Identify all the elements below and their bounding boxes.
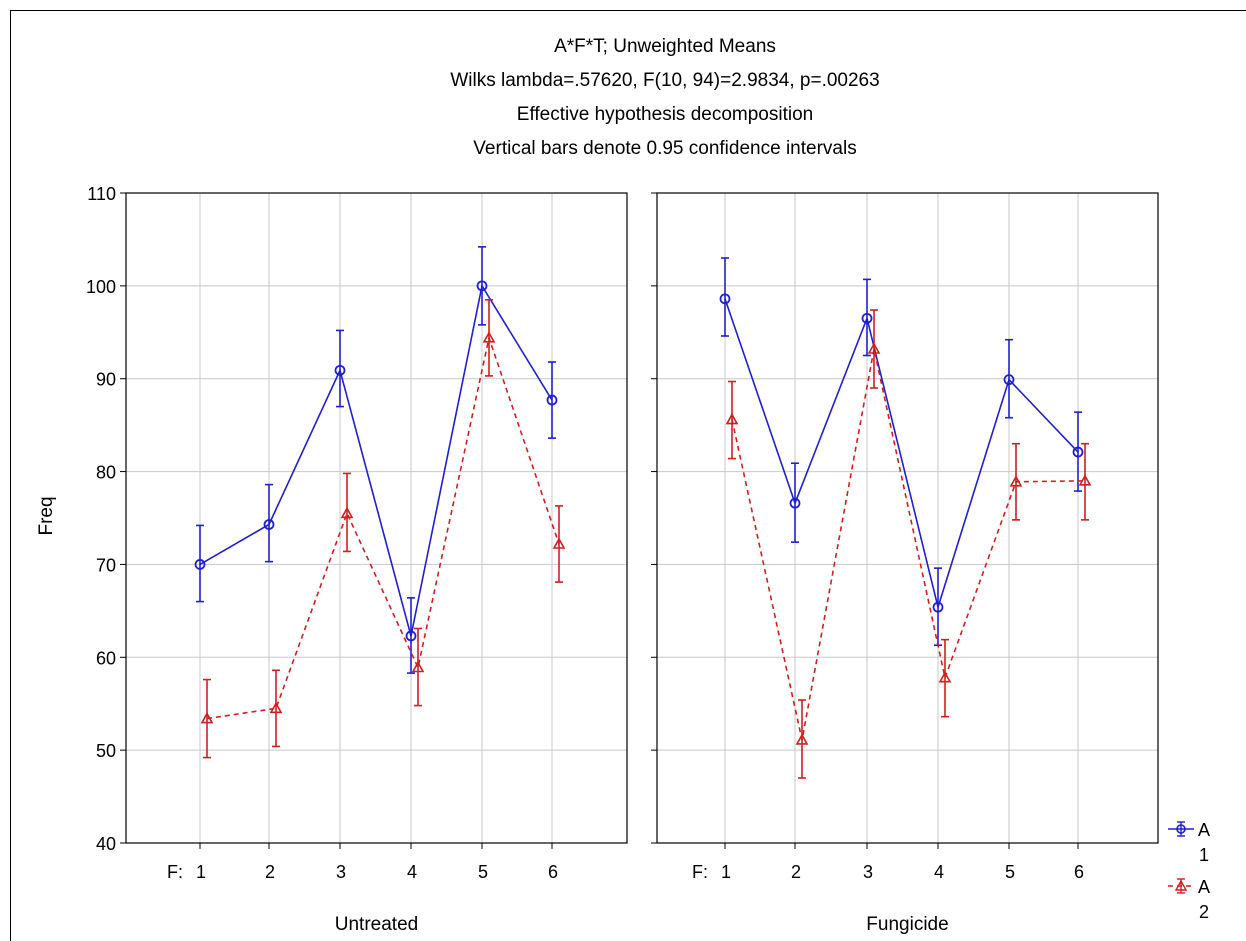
- x-tick-label: 3: [336, 862, 346, 882]
- panel-border: [656, 192, 1159, 844]
- panel-label: Fungicide: [866, 914, 948, 935]
- data-point: [269, 701, 283, 714]
- legend-entry-1: A1: [1168, 820, 1210, 865]
- data-point: [795, 733, 809, 745]
- data-point: [861, 312, 873, 324]
- data-point: [725, 412, 739, 425]
- title-line-1: A*F*T; Unweighted Means: [554, 36, 776, 57]
- data-point: [200, 711, 214, 724]
- series-2: [200, 298, 566, 759]
- legend-title: A: [1198, 877, 1210, 897]
- x-factor-label: F:: [692, 862, 708, 882]
- legend-marker: [1176, 824, 1186, 834]
- x-tick-label: 2: [265, 862, 275, 882]
- y-tick-label: 80: [96, 463, 116, 483]
- x-tick-label: 4: [934, 862, 944, 882]
- data-point: [411, 660, 425, 673]
- x-tick-label: 5: [478, 862, 488, 882]
- y-tick-label: 110: [87, 184, 116, 204]
- legend-marker: [1174, 879, 1188, 891]
- data-point: [1009, 475, 1023, 487]
- plot-area: 40 50 60 70 80 90 100 110 F: 1 2 3 4 5 6 Untreated F: 1 2 3…: [86, 184, 1159, 935]
- data-point: [867, 342, 881, 354]
- data-point: [334, 364, 346, 376]
- data-point: [194, 559, 206, 570]
- data-point: [932, 601, 944, 613]
- data-point: [405, 630, 417, 642]
- x-tick-label: 2: [791, 862, 801, 882]
- series-1: [194, 246, 558, 674]
- panel-fungicide: F: 1 2 3 4 5 6 Fungicide: [651, 192, 1159, 935]
- data-point: [789, 497, 801, 509]
- panel-border: [125, 192, 628, 844]
- y-tick-label: 60: [96, 648, 116, 668]
- y-tick-label: 70: [96, 555, 116, 575]
- y-tick-label: 50: [96, 741, 116, 761]
- legend-label: 2: [1199, 902, 1209, 922]
- panel-untreated: F: 1 2 3 4 5 6 Untreated: [120, 192, 628, 935]
- data-point: [263, 519, 275, 530]
- series-1: [719, 257, 1084, 647]
- data-point: [1078, 474, 1092, 486]
- x-tick-label: 5: [1005, 862, 1015, 882]
- x-factor-label: F:: [167, 862, 183, 882]
- data-point: [546, 394, 558, 406]
- x-tick-label: 6: [548, 862, 558, 882]
- data-point: [340, 506, 354, 519]
- data-point: [552, 537, 566, 549]
- data-point: [1072, 446, 1084, 458]
- data-point: [938, 671, 952, 683]
- series-line: [199, 283, 553, 637]
- title-line-3: Effective hypothesis decomposition: [517, 104, 813, 125]
- y-tick-label: 100: [86, 277, 116, 297]
- y-tick-label: 90: [96, 370, 116, 390]
- title-line-4: Vertical bars denote 0.95 confidence int…: [473, 138, 856, 159]
- data-point: [1003, 374, 1015, 386]
- data-point: [476, 280, 488, 292]
- x-tick-label: 6: [1074, 862, 1084, 882]
- legend-entry-2: A2: [1168, 877, 1210, 922]
- title-line-2: Wilks lambda=.57620, F(10, 94)=2.9834, p…: [450, 70, 879, 91]
- series-line: [724, 298, 1079, 611]
- legend-title: A: [1198, 820, 1210, 840]
- legend-label: 1: [1199, 845, 1209, 865]
- panel-label: Untreated: [335, 914, 418, 935]
- y-tick-label: 40: [96, 834, 116, 854]
- y-axis-title: Freq: [36, 496, 57, 535]
- chart-frame: [10, 10, 1246, 941]
- series-line: [206, 334, 560, 720]
- data-point: [719, 293, 731, 305]
- x-tick-label: 4: [407, 862, 417, 882]
- series-line: [731, 348, 1086, 741]
- x-tick-label: 1: [196, 862, 206, 882]
- data-point: [482, 331, 496, 343]
- chart-title: A*F*T; Unweighted Means Wilks lambda=.57…: [450, 36, 879, 159]
- x-tick-label: 1: [721, 862, 731, 882]
- x-tick-label: 3: [863, 862, 873, 882]
- series-2: [725, 309, 1092, 779]
